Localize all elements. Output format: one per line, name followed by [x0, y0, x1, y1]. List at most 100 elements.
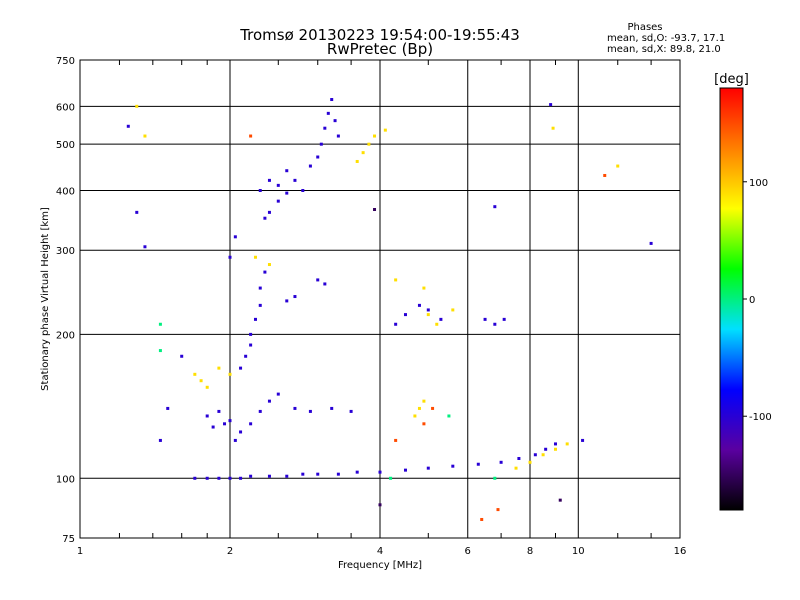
data-point	[493, 322, 497, 326]
data-point	[480, 517, 484, 521]
data-point	[319, 142, 323, 146]
data-point	[301, 472, 305, 476]
data-point	[330, 98, 334, 102]
data-point	[451, 308, 455, 312]
data-point	[143, 245, 147, 249]
colorbar-label: [deg]	[714, 72, 749, 87]
data-point	[267, 210, 271, 214]
colorbar	[719, 87, 744, 511]
data-point	[228, 419, 232, 423]
data-point	[244, 354, 248, 358]
data-point	[426, 313, 430, 317]
data-point	[211, 425, 215, 429]
data-point	[403, 468, 407, 472]
y-tick-label: 750	[56, 56, 75, 67]
data-point	[253, 317, 257, 321]
colorbar-tick-label: 100	[749, 178, 768, 189]
data-point	[389, 476, 393, 480]
data-point	[565, 442, 569, 446]
data-point	[373, 134, 377, 138]
data-point	[263, 216, 267, 220]
chart-title: Tromsø 20130223 19:54:00-19:55:43	[240, 26, 520, 44]
data-point	[301, 188, 305, 192]
data-point	[258, 409, 262, 413]
data-point	[517, 456, 521, 460]
data-point	[293, 295, 297, 299]
data-point	[267, 474, 271, 478]
data-point	[616, 164, 620, 168]
y-tick-label: 100	[56, 474, 75, 485]
data-point	[205, 476, 209, 480]
data-point	[205, 414, 209, 418]
data-point	[493, 476, 497, 480]
y-tick-label: 200	[56, 330, 75, 341]
data-point	[267, 399, 271, 403]
x-tick-label: 4	[377, 546, 383, 557]
data-point	[228, 372, 232, 376]
data-point	[249, 134, 253, 138]
data-point	[417, 406, 421, 410]
data-point	[413, 414, 417, 418]
data-point	[158, 322, 162, 326]
data-point	[249, 332, 253, 336]
data-point	[422, 399, 426, 403]
y-tick-label: 600	[56, 102, 75, 113]
data-point	[193, 476, 197, 480]
data-point	[253, 255, 257, 259]
colorbar-tick-label: 0	[749, 295, 755, 306]
data-point	[293, 406, 297, 410]
x-tick-label: 6	[465, 546, 471, 557]
data-point	[514, 466, 518, 470]
data-point	[143, 134, 147, 138]
data-point	[549, 103, 553, 107]
data-point	[228, 255, 232, 259]
data-point	[603, 173, 607, 177]
data-point	[435, 322, 439, 326]
data-point	[394, 322, 398, 326]
data-point	[233, 438, 237, 442]
data-point	[649, 241, 653, 245]
data-point	[193, 372, 197, 376]
data-point	[276, 392, 280, 396]
data-point	[276, 199, 280, 203]
x-axis-label: Frequency [MHz]	[338, 560, 422, 571]
data-point	[233, 235, 237, 239]
data-point	[499, 460, 503, 464]
x-tick-label: 16	[674, 546, 687, 557]
data-point	[258, 188, 262, 192]
data-point	[316, 155, 320, 159]
data-point	[558, 498, 562, 502]
data-point	[326, 111, 330, 115]
data-point	[285, 299, 289, 303]
data-point	[422, 286, 426, 290]
data-point	[267, 178, 271, 182]
data-point	[528, 460, 532, 464]
data-point	[544, 447, 548, 451]
phase-stats-x: mean, sd,X: 89.8, 21.0	[607, 44, 721, 55]
data-point	[355, 159, 359, 163]
data-point	[426, 308, 430, 312]
data-point	[323, 126, 327, 130]
phases-heading: Phases	[627, 22, 663, 33]
data-point	[349, 409, 353, 413]
x-tick-label: 10	[572, 546, 585, 557]
data-point	[551, 126, 555, 130]
data-point	[336, 472, 340, 476]
data-point	[135, 210, 139, 214]
colorbar-tick-label: -100	[749, 412, 772, 423]
data-point	[378, 503, 382, 507]
data-point	[581, 438, 585, 442]
data-point	[199, 379, 203, 383]
y-tick-label: 300	[56, 246, 75, 257]
data-point	[239, 476, 243, 480]
data-point	[217, 366, 221, 370]
data-point	[330, 406, 334, 410]
data-point	[378, 470, 382, 474]
data-point	[249, 422, 253, 426]
y-tick-label: 400	[56, 186, 75, 197]
data-point	[223, 422, 227, 426]
x-tick-label: 1	[77, 546, 83, 557]
data-point	[205, 385, 209, 389]
data-point	[431, 406, 435, 410]
